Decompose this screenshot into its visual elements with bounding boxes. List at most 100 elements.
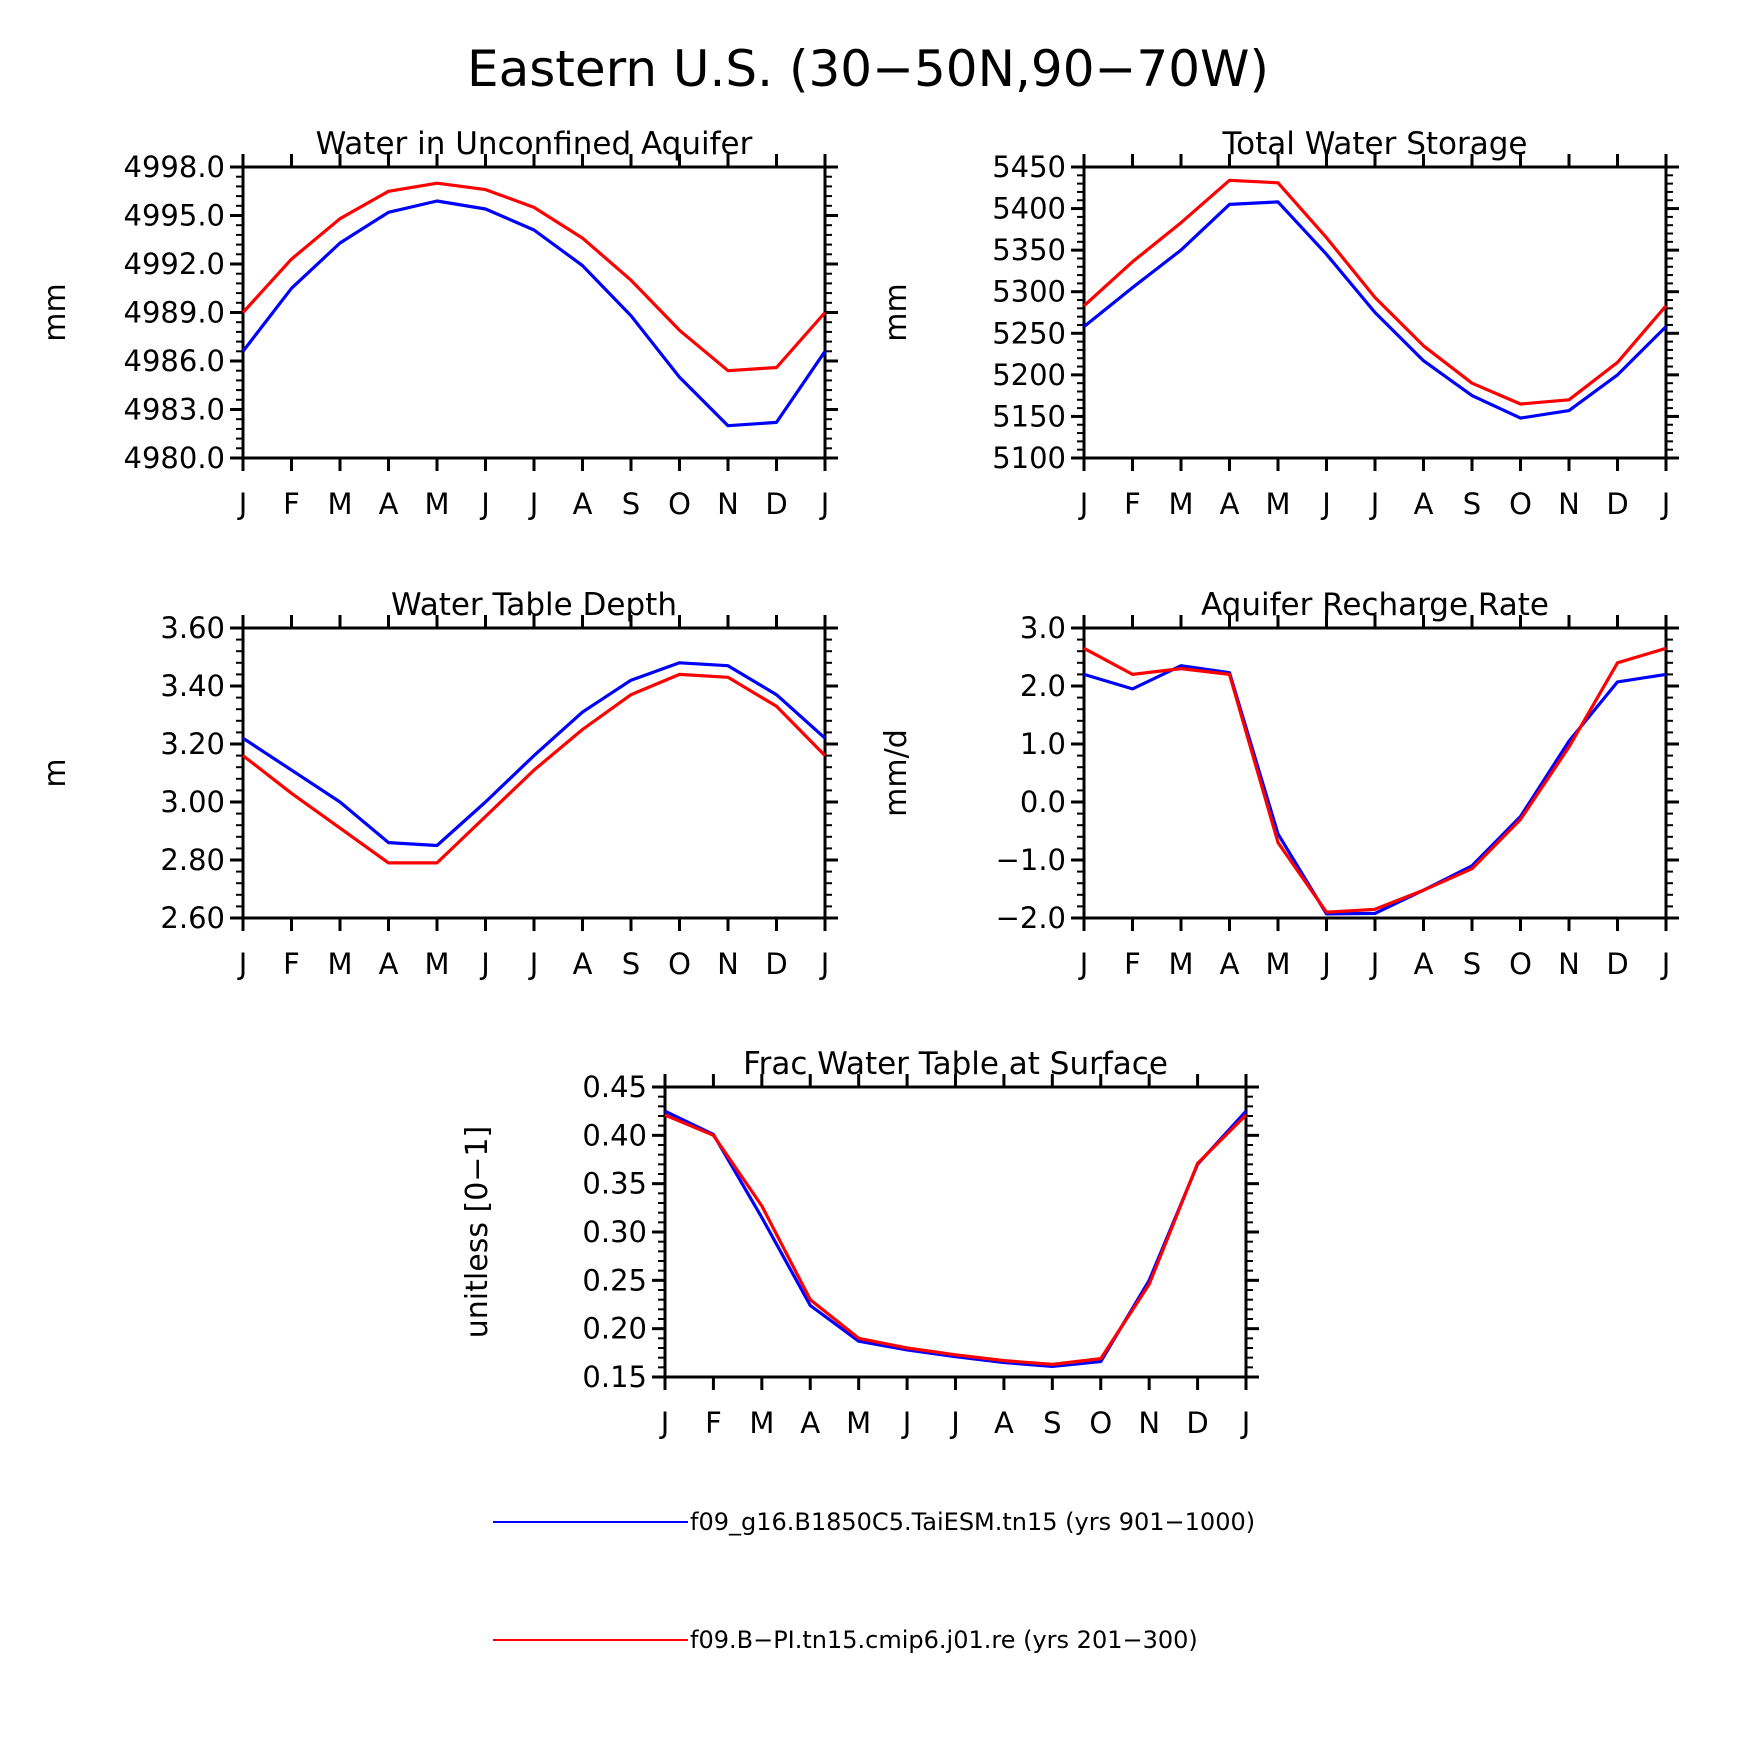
y-tick-label: 0.20	[582, 1312, 647, 1346]
x-tick-label: S	[622, 487, 640, 521]
series-line-1	[242, 661, 827, 848]
x-tick-label: F	[283, 487, 300, 521]
x-tick-label: S	[1463, 947, 1481, 981]
x-tick-label: M	[1265, 487, 1290, 521]
x-tick-label: M	[1265, 947, 1290, 981]
y-tick-label: 4989.0	[124, 296, 225, 330]
legend: f09_g16.B1850C5.TaiESM.tn15 (yrs 901−100…	[493, 1508, 1255, 1654]
series-line-2	[1082, 178, 1668, 406]
y-tick-label: 0.30	[582, 1215, 647, 1249]
x-tick-label: O	[1089, 1406, 1112, 1440]
x-tick-label: F	[1124, 487, 1141, 521]
x-tick-label: M	[846, 1406, 871, 1440]
y-tick-label: 5150	[992, 399, 1066, 433]
y-tick-label: 0.0	[1020, 785, 1066, 819]
x-tick-label: O	[1509, 947, 1532, 981]
x-tick-label: M	[424, 487, 449, 521]
x-tick-label: N	[717, 947, 739, 981]
y-tick-label: 4986.0	[124, 344, 225, 378]
x-tick-label: J	[819, 947, 830, 981]
y-tick-label: 4998.0	[124, 150, 225, 184]
y-tick-label: 3.40	[160, 669, 225, 703]
y-axis-label: mm/d	[879, 729, 914, 817]
x-tick-label: N	[1558, 487, 1580, 521]
y-tick-label: 5200	[992, 358, 1066, 392]
series-line-2	[664, 1113, 1248, 1367]
x-tick-label: J	[528, 487, 539, 521]
x-tick-label: S	[622, 947, 640, 981]
x-tick-label: J	[528, 947, 539, 981]
y-tick-label: 2.0	[1020, 669, 1066, 703]
x-tick-label: J	[659, 1406, 670, 1440]
y-tick-label: 2.60	[160, 901, 225, 935]
series-line-1	[664, 1109, 1248, 1369]
y-tick-label: 3.60	[160, 611, 225, 645]
x-tick-label: O	[668, 947, 691, 981]
x-tick-label: J	[1078, 947, 1089, 981]
series-line-2	[242, 672, 827, 865]
x-tick-label: D	[765, 487, 787, 521]
x-tick-label: O	[1509, 487, 1532, 521]
x-tick-label: A	[1220, 947, 1240, 981]
x-tick-label: J	[479, 487, 490, 521]
y-axis-label: unitless [0−1]	[460, 1126, 495, 1338]
plot-frame	[241, 165, 827, 460]
x-tick-label: J	[949, 1406, 960, 1440]
x-tick-label: M	[327, 947, 352, 981]
x-tick-label: A	[994, 1406, 1014, 1440]
series-line-1	[1083, 664, 1667, 916]
x-tick-label: J	[237, 947, 248, 981]
x-tick-label: N	[1138, 1406, 1160, 1440]
x-tick-label: A	[573, 947, 593, 981]
y-tick-label: 5250	[992, 316, 1066, 350]
legend-label-series-2: f09.B−PI.tn15.cmip6.j01.re (yrs 201−300)	[690, 1626, 1198, 1654]
x-tick-label: D	[1606, 487, 1628, 521]
x-tick-label: A	[573, 487, 593, 521]
x-tick-label: M	[749, 1406, 774, 1440]
y-tick-label: 0.25	[582, 1263, 647, 1297]
x-tick-label: D	[1606, 947, 1628, 981]
series-line-1	[241, 199, 827, 428]
plot-frame	[663, 1085, 1248, 1379]
y-tick-label: 2.80	[160, 843, 225, 877]
x-tick-label: A	[1414, 947, 1434, 981]
x-tick-label: J	[1369, 487, 1380, 521]
series-line-2	[1083, 646, 1667, 914]
y-tick-label: 4995.0	[124, 199, 225, 233]
x-tick-label: A	[379, 487, 399, 521]
y-tick-label: −2.0	[996, 901, 1066, 935]
x-tick-label: O	[668, 487, 691, 521]
x-tick-label: M	[327, 487, 352, 521]
x-tick-label: J	[1660, 487, 1671, 521]
y-tick-label: 4980.0	[124, 441, 225, 475]
x-tick-label: N	[1558, 947, 1580, 981]
series-line-1	[1082, 200, 1668, 420]
series-line-2	[241, 181, 827, 373]
x-tick-label: J	[1240, 1406, 1251, 1440]
y-tick-label: 5300	[992, 275, 1066, 309]
x-tick-label: J	[237, 487, 248, 521]
x-tick-label: J	[1078, 487, 1089, 521]
y-tick-label: 5350	[992, 233, 1066, 267]
y-tick-label: 1.0	[1020, 727, 1066, 761]
x-tick-label: A	[1220, 487, 1240, 521]
x-tick-label: A	[379, 947, 399, 981]
y-tick-label: 0.15	[582, 1360, 647, 1394]
y-tick-label: 5400	[992, 192, 1066, 226]
x-tick-label: F	[283, 947, 300, 981]
y-tick-label: 0.45	[582, 1070, 647, 1104]
x-tick-label: D	[1186, 1406, 1208, 1440]
y-tick-label: 5100	[992, 441, 1066, 475]
y-tick-label: 3.20	[160, 727, 225, 761]
x-tick-label: A	[800, 1406, 820, 1440]
x-tick-label: J	[1369, 947, 1380, 981]
x-tick-label: J	[901, 1406, 912, 1440]
x-tick-label: J	[1320, 947, 1331, 981]
